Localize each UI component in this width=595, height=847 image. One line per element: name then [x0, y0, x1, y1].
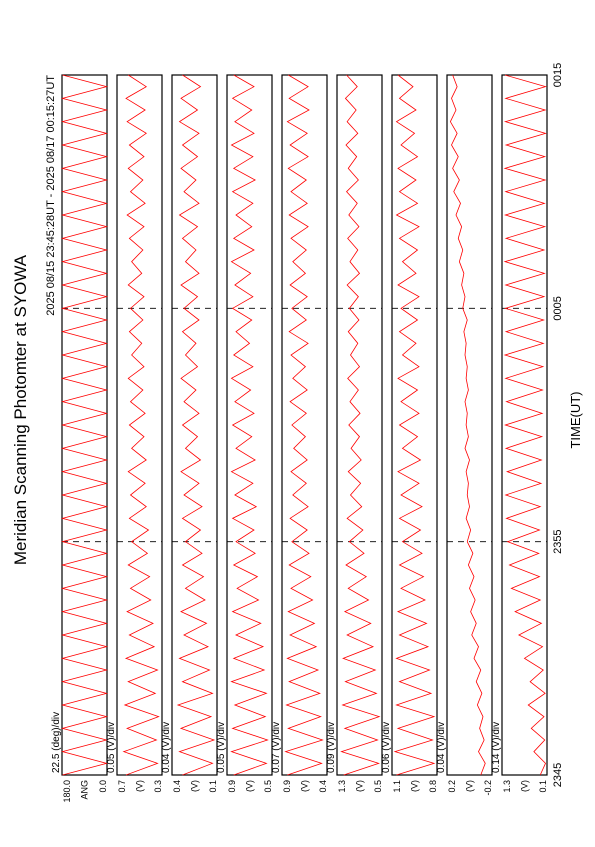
x-tick-label: 0015 — [552, 63, 564, 87]
y-tick-label: 1.1 — [392, 780, 402, 793]
y-tick-label: 0.0 — [98, 780, 108, 793]
data-line — [230, 74, 269, 776]
panel-scale-label: 0.05 (V)/div — [216, 722, 227, 773]
chart-subtitle: 2025 08/15 23:45:28UT - 2025 08/17 00:15… — [45, 75, 57, 316]
panel-frame — [116, 74, 163, 776]
x-tick-label: 2345 — [552, 763, 564, 787]
y-tick-label: 180.0 — [62, 780, 72, 803]
y-tick-label: 0.5 — [263, 780, 273, 793]
data-line — [449, 74, 486, 776]
x-tick-label: 2355 — [552, 529, 564, 553]
y-tick-label: 0.9 — [282, 780, 292, 793]
y-tick-label: 0.4 — [172, 780, 182, 793]
y-tick-label: 0.1 — [208, 780, 218, 793]
y-tick-label: 0.8 — [428, 780, 438, 793]
data-line — [176, 74, 216, 776]
y-axis-label: (V) — [135, 780, 145, 792]
panel-frame — [226, 74, 273, 776]
y-tick-label: 0.5 — [373, 780, 383, 793]
y-axis-label: (V) — [190, 780, 200, 792]
y-axis-label: (V) — [410, 780, 420, 792]
panel-scale-label: 22.5 (deg)/div — [51, 712, 62, 773]
x-tick-label: 0005 — [552, 296, 564, 320]
y-axis-label: (V) — [465, 780, 475, 792]
y-tick-label: 1.3 — [502, 780, 512, 793]
y-axis-label: ANG — [80, 780, 90, 800]
y-axis-label: (V) — [245, 780, 255, 792]
data-line — [503, 74, 547, 776]
data-line — [284, 74, 324, 776]
panel-scale-label: 0.14 (V)/div — [491, 722, 502, 773]
y-axis-label: (V) — [300, 780, 310, 792]
y-tick-label: 0.1 — [538, 780, 548, 793]
y-tick-label: -0.2 — [483, 780, 493, 796]
panel-scale-label: 0.04 (V)/div — [436, 722, 447, 773]
y-tick-label: 1.3 — [337, 780, 347, 793]
y-tick-label: 0.4 — [318, 780, 328, 793]
y-axis-label: (V) — [355, 780, 365, 792]
y-tick-label: 0.7 — [117, 780, 127, 793]
panel-frame — [501, 74, 548, 776]
y-tick-label: 0.2 — [447, 780, 457, 793]
panel-scale-label: 0.06 (V)/div — [381, 722, 392, 773]
y-axis-label: (V) — [520, 780, 530, 792]
x-axis-label: TIME(UT) — [568, 391, 583, 448]
panel-frame — [61, 74, 108, 776]
panel-scale-label: 0.05 (V)/div — [106, 722, 117, 773]
panel-scale-label: 0.04 (V)/div — [161, 722, 172, 773]
data-line — [60, 74, 109, 776]
y-tick-label: 0.3 — [153, 780, 163, 793]
chart-title: Meridian Scanning Photomter at SYOWA — [11, 254, 30, 565]
panel-scale-label: 0.09 (V)/div — [326, 722, 337, 773]
rotated-plot: Meridian Scanning Photomter at SYOWA 202… — [11, 63, 583, 803]
data-line — [340, 74, 381, 776]
y-tick-label: 0.9 — [227, 780, 237, 793]
data-line — [122, 74, 160, 776]
panel-scale-label: 0.07 (V)/div — [271, 722, 282, 773]
panel-frame — [281, 74, 328, 776]
data-line — [393, 74, 436, 776]
panel-frame — [446, 74, 493, 776]
